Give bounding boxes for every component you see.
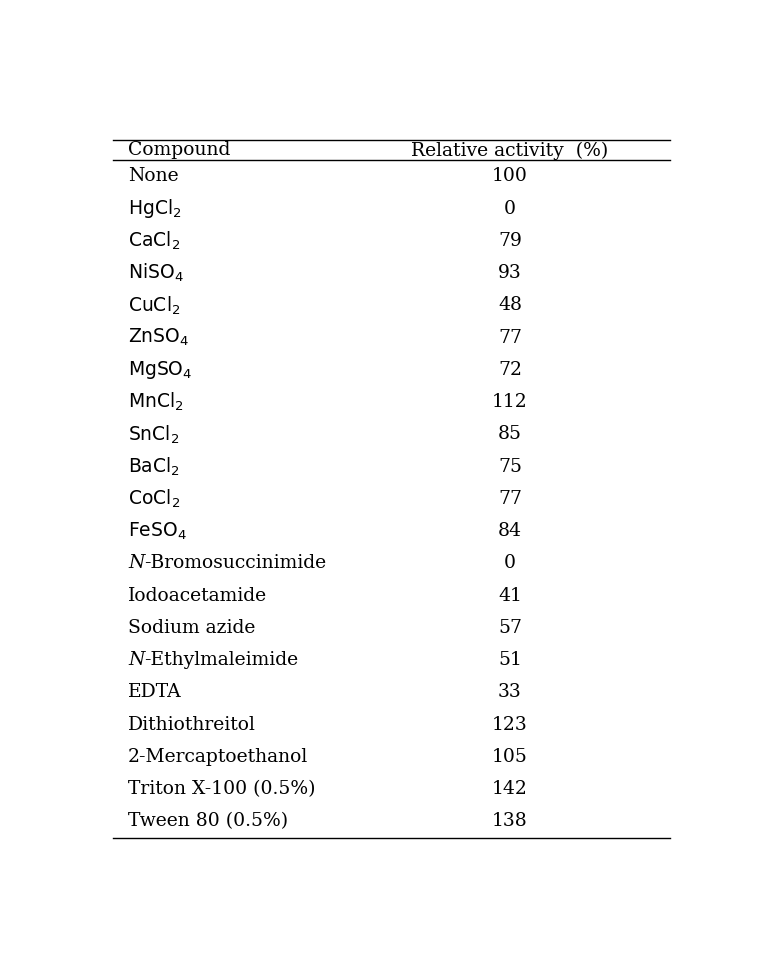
Text: $\mathrm{HgCl_2}$: $\mathrm{HgCl_2}$ — [128, 197, 182, 220]
Text: 41: 41 — [498, 587, 522, 605]
Text: $\mathrm{CaCl_2}$: $\mathrm{CaCl_2}$ — [128, 229, 180, 252]
Text: None: None — [128, 167, 179, 185]
Text: 72: 72 — [498, 361, 522, 379]
Text: 79: 79 — [498, 232, 522, 250]
Text: Tween 80 (0.5%): Tween 80 (0.5%) — [128, 813, 288, 831]
Text: Relative activity  (%): Relative activity (%) — [411, 141, 609, 160]
Text: $\mathrm{ZnSO_4}$: $\mathrm{ZnSO_4}$ — [128, 327, 189, 348]
Text: $\mathrm{FeSO_4}$: $\mathrm{FeSO_4}$ — [128, 521, 187, 542]
Text: 105: 105 — [492, 748, 528, 766]
Text: 75: 75 — [498, 458, 522, 476]
Text: 142: 142 — [492, 780, 528, 798]
Text: 84: 84 — [498, 522, 522, 540]
Text: $\mathrm{NiSO_4}$: $\mathrm{NiSO_4}$ — [128, 262, 184, 284]
Text: 0: 0 — [504, 554, 516, 573]
Text: 0: 0 — [504, 200, 516, 218]
Text: N: N — [128, 554, 144, 573]
Text: 100: 100 — [492, 167, 528, 185]
Text: 77: 77 — [498, 329, 522, 347]
Text: 123: 123 — [492, 716, 528, 733]
Text: $\mathrm{MgSO_4}$: $\mathrm{MgSO_4}$ — [128, 359, 193, 381]
Text: 112: 112 — [492, 393, 528, 411]
Text: 57: 57 — [498, 619, 522, 637]
Text: 93: 93 — [498, 264, 522, 282]
Text: $\mathrm{MnCl_2}$: $\mathrm{MnCl_2}$ — [128, 391, 184, 413]
Text: 85: 85 — [498, 425, 522, 444]
Text: 77: 77 — [498, 490, 522, 508]
Text: N: N — [128, 651, 144, 669]
Text: $\mathrm{SnCl_2}$: $\mathrm{SnCl_2}$ — [128, 424, 180, 445]
Text: EDTA: EDTA — [128, 684, 182, 702]
Text: $\mathrm{CoCl_2}$: $\mathrm{CoCl_2}$ — [128, 488, 180, 511]
Text: 48: 48 — [498, 296, 522, 315]
Text: -Ethylmaleimide: -Ethylmaleimide — [144, 651, 299, 669]
Text: Iodoacetamide: Iodoacetamide — [128, 587, 267, 605]
Text: -Bromosuccinimide: -Bromosuccinimide — [144, 554, 326, 573]
Text: $\mathrm{CuCl_2}$: $\mathrm{CuCl_2}$ — [128, 294, 180, 316]
Text: Sodium azide: Sodium azide — [128, 619, 255, 637]
Text: Triton X-100 (0.5%): Triton X-100 (0.5%) — [128, 780, 316, 798]
Text: 33: 33 — [498, 684, 522, 702]
Text: $\mathrm{BaCl_2}$: $\mathrm{BaCl_2}$ — [128, 456, 180, 478]
Text: 2-Mercaptoethanol: 2-Mercaptoethanol — [128, 748, 309, 766]
Text: 51: 51 — [498, 651, 522, 669]
Text: Dithiothreitol: Dithiothreitol — [128, 716, 256, 733]
Text: Compound: Compound — [128, 141, 231, 160]
Text: 138: 138 — [492, 813, 528, 831]
